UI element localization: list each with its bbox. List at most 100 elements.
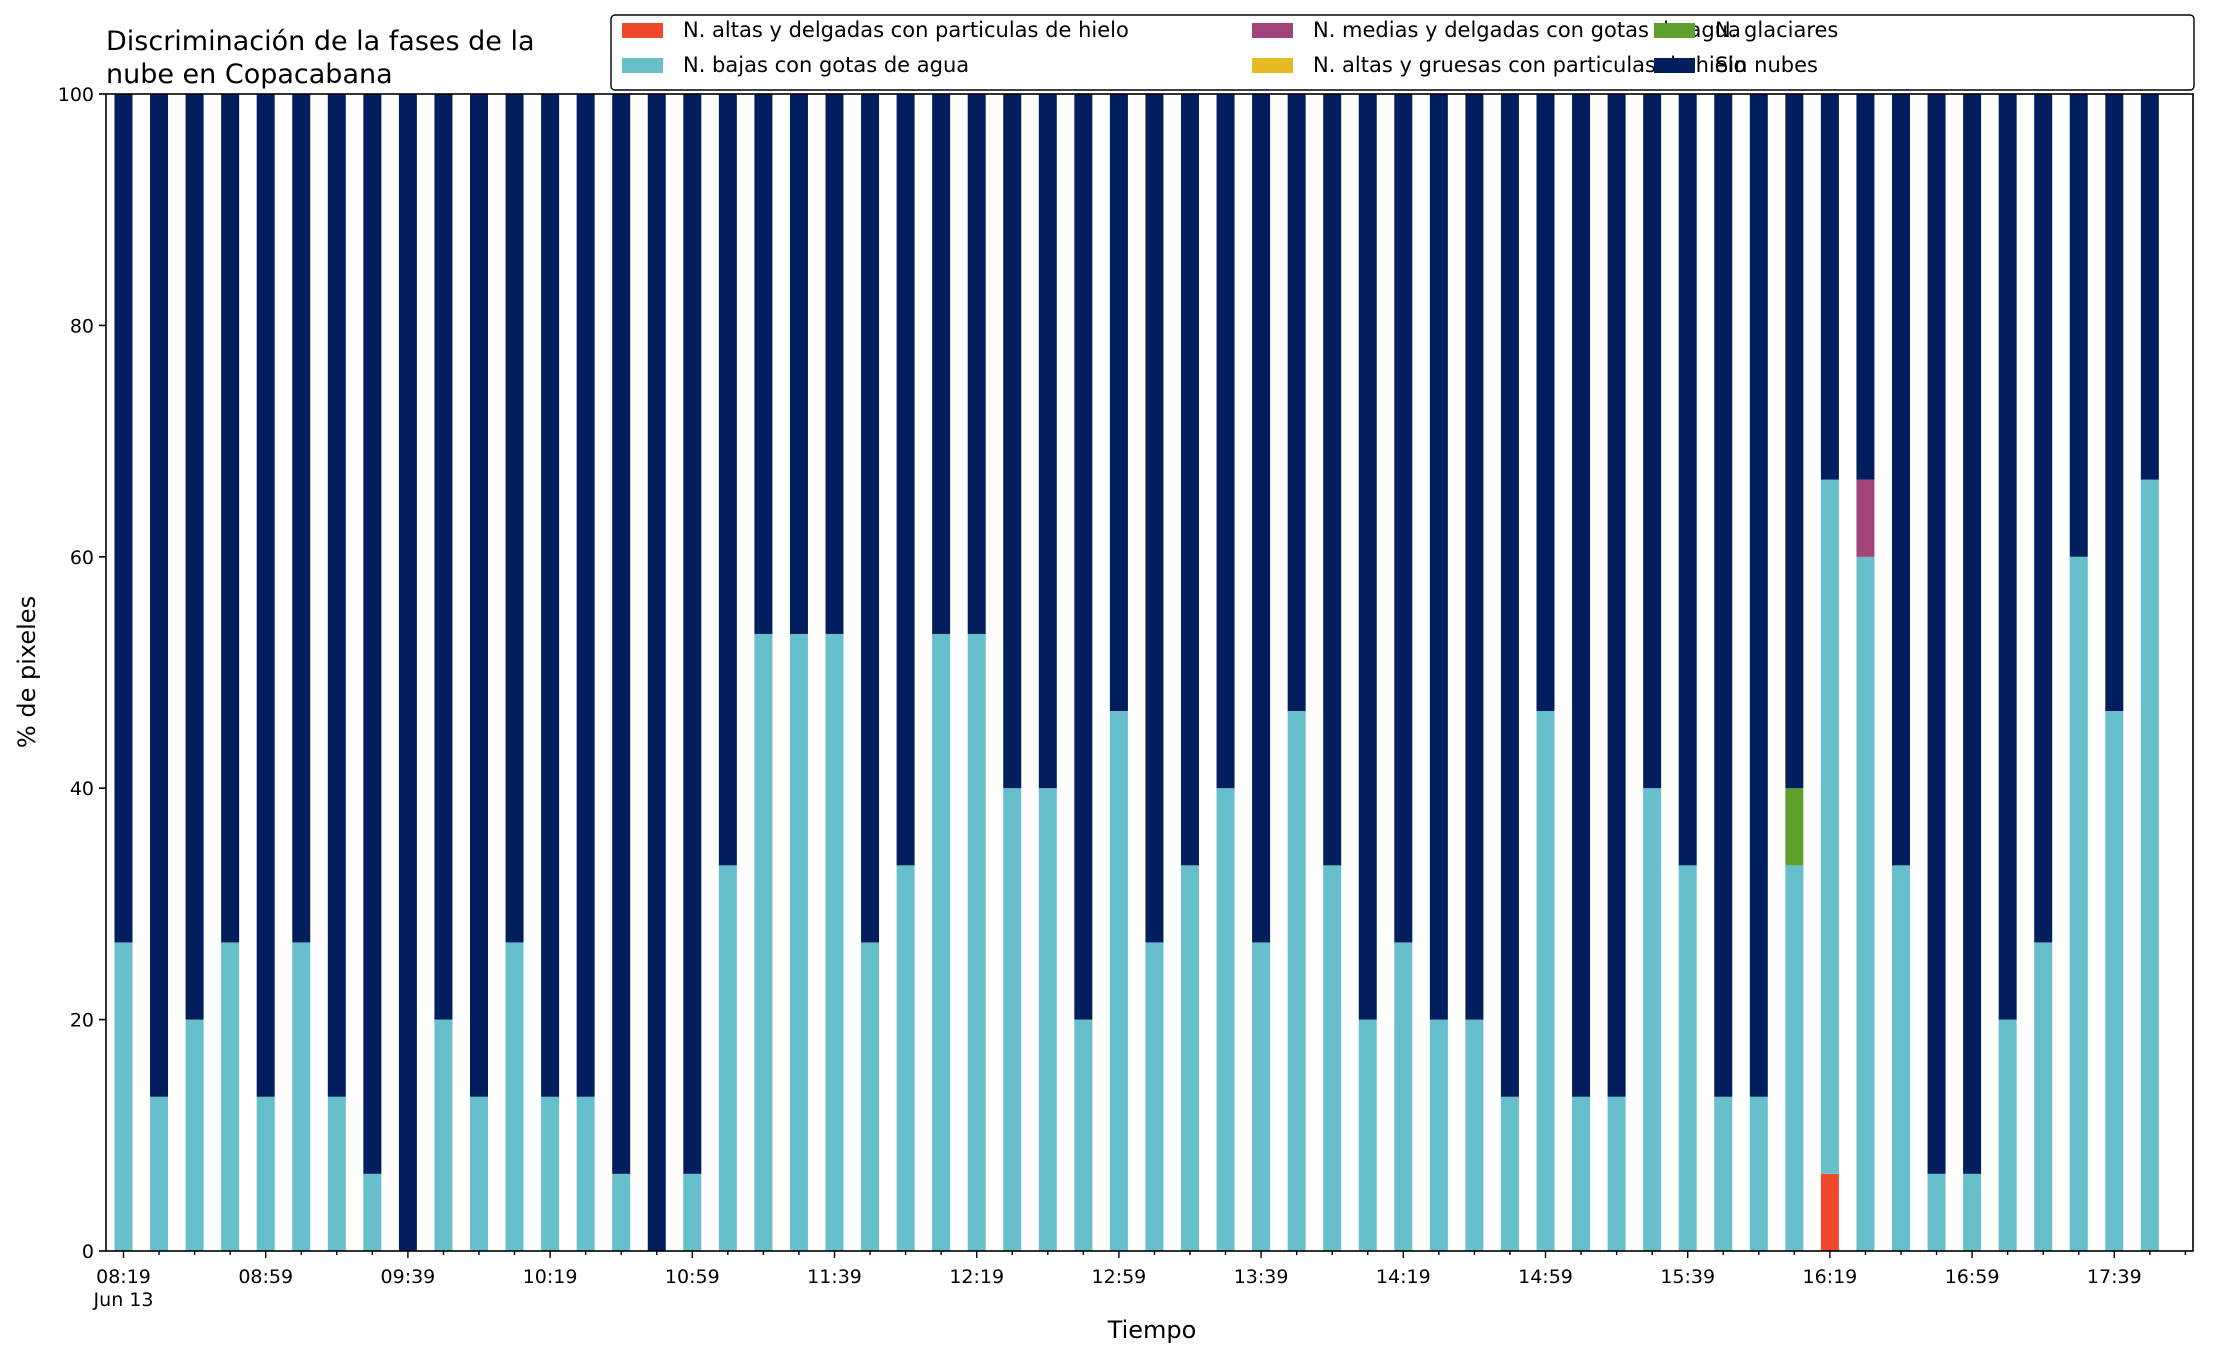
bar-segment-s5-1149 [861,94,880,943]
bar-segment-s2-1559 [1749,1096,1768,1251]
bar-segment-s2-1619 [1820,479,1839,1174]
legend-swatch [1654,58,1695,73]
bar-segment-s2-1039 [612,1173,631,1251]
x-tick-label: 13:39 [1234,1266,1289,1288]
bar-segment-s5-1249 [1074,94,1093,1020]
bar-segment-s5-0959 [470,94,488,1097]
bar-segment-s5-1059 [683,94,702,1174]
x-tick-label: 14:19 [1376,1266,1431,1288]
bar-segment-s2-1339 [1252,942,1271,1251]
bar-segment-s2-1549 [1714,1096,1733,1251]
bar-segment-s2-1529 [1643,788,1662,1251]
bar-segment-s5-0839 [185,94,204,1020]
bar-segment-s5-0849 [221,94,240,943]
x-tick-label: 16:19 [1803,1266,1858,1288]
y-tick-label: 60 [70,547,94,569]
bar-segment-s5-0929 [363,94,382,1174]
bar-segment-s2-0859 [256,1096,275,1251]
bar-segment-s5-1649 [1927,94,1946,1174]
bar-segment-s5-1239 [1038,94,1057,789]
bar-segment-s2-1229 [1003,788,1022,1251]
bar-segment-s2-1719 [2034,942,2053,1251]
bar-segment-s2-0909 [292,942,311,1251]
bar-segment-s5-1319 [1181,94,1199,866]
bar-segment-s2-1449 [1500,1096,1519,1251]
bar-segment-s2-1009 [505,942,524,1251]
bar-segment-s2-1739 [2105,711,2124,1251]
bar-segment-s5-1219 [967,94,986,634]
bar-segment-s2-1749 [2140,479,2159,1251]
bar-segment-s2-0929 [363,1173,382,1251]
bar-segment-s2-1359 [1323,865,1342,1251]
bar-segment-s2-0919 [327,1096,346,1251]
bar-segment-s5-1549 [1714,94,1733,1097]
bar-segment-s5-1139 [825,94,844,634]
bar-segment-s2-1139 [825,633,844,1251]
chart-title-line-2: nube en Copacabana [106,59,393,90]
bar-segment-s5-1539 [1678,94,1697,866]
bar-segment-s5-1519 [1607,94,1626,1097]
bar-segment-s2-1649 [1927,1173,1946,1251]
bar-segment-s5-1259 [1109,94,1128,712]
bar-segment-s2-1249 [1074,1019,1093,1251]
bar-segment-s5-0909 [292,94,311,943]
bar-segment-s5-1529 [1643,94,1662,789]
bar-segment-s5-1619 [1820,94,1839,480]
bar-segment-s2-1319 [1181,865,1199,1251]
bar-segment-s5-1129 [789,94,808,634]
y-tick-label: 80 [70,315,94,337]
bar-segment-s2-1019 [541,1096,560,1251]
bar-segment-s5-1659 [1963,94,1982,1174]
x-axis-title: Tiempo [1107,1316,1197,1344]
bar-segment-s5-1709 [1998,94,2017,1020]
bar-segment-s5-1609 [1785,94,1804,789]
y-tick-label: 40 [70,778,94,800]
bar-segment-s5-1349 [1287,94,1306,712]
bar-segment-s5-0919 [327,94,346,1097]
x-tick-label: 10:19 [523,1266,578,1288]
bar-segment-s2-1539 [1678,865,1697,1251]
bar-segment-s2-1629 [1856,556,1875,1251]
bar-segment-s5-1749 [2140,94,2159,480]
x-tick-label: 15:39 [1660,1266,1715,1288]
bar-segment-s5-1039 [612,94,631,1174]
bar-segment-s2-1609 [1785,865,1804,1251]
bar-segment-s5-1359 [1323,94,1342,866]
bar-segment-s2-1429 [1429,1019,1448,1251]
bar-segment-s2-0839 [185,1019,204,1251]
legend-label: N. glaciares [1715,18,1838,42]
bar-segment-s5-0829 [150,94,169,1097]
bar-segment-s5-1339 [1252,94,1271,943]
bar-segment-s2-1639 [1892,865,1910,1251]
x-tick-label: 10:59 [665,1266,720,1288]
bar-segment-s2-1059 [683,1173,702,1251]
bar-segment-s5-0859 [256,94,275,1097]
legend-label: N. bajas con gotas de agua [683,53,969,77]
bar-segment-s5-0949 [434,94,453,1020]
bar-segment-s5-1229 [1003,94,1022,789]
bar-segment-s5-1029 [576,94,595,1097]
bar-segment-s2-1309 [1145,942,1164,1251]
bar-segment-s5-1509 [1572,94,1591,1097]
x-date-label: Jun 13 [93,1289,154,1311]
bar-segment-s5-1639 [1892,94,1910,866]
bar-segment-s2-1149 [861,942,880,1251]
bar-segment-s2-1259 [1109,711,1128,1251]
bar-series-group [114,94,2159,1251]
bar-segment-s5-1559 [1749,94,1768,1097]
bar-segment-s2-1659 [1963,1173,1982,1251]
bar-segment-s5-1329 [1216,94,1235,789]
y-tick-label: 100 [58,84,94,106]
bar-segment-s2-1219 [967,633,986,1251]
bar-segment-s5-1429 [1429,94,1448,1020]
bar-segment-s5-1449 [1500,94,1519,1097]
x-tick-label: 11:39 [807,1266,862,1288]
legend-swatch [1252,23,1293,38]
bar-segment-s2-1239 [1038,788,1057,1251]
bar-segment-s2-1509 [1572,1096,1591,1251]
bar-segment-s5-1409 [1358,94,1377,1020]
bar-segment-s5-0939 [398,94,417,1251]
bar-segment-s2-0829 [150,1096,169,1251]
bar-segment-s2-1329 [1216,788,1235,1251]
bar-segment-s2-1459 [1536,711,1555,1251]
